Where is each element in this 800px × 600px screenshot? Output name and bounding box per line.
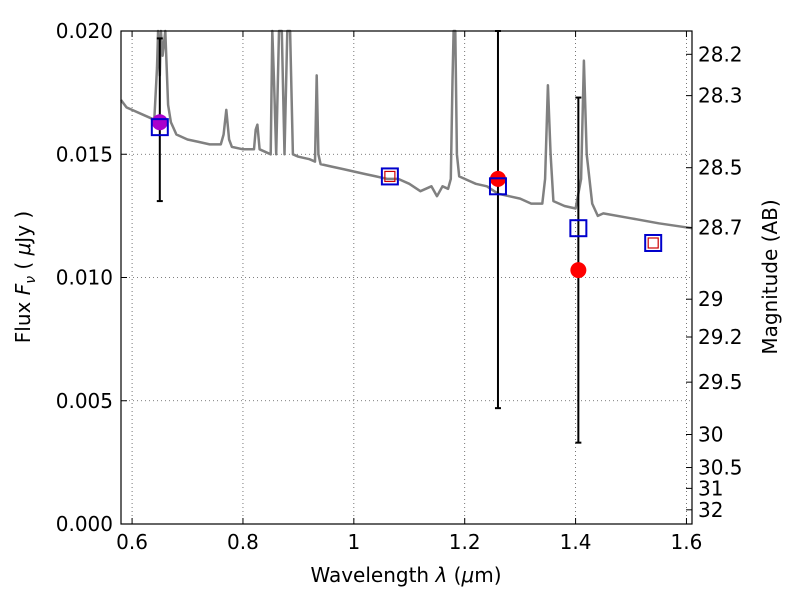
x-axis-title-part: ( [447,563,461,587]
observed-point [151,114,168,131]
right-tick-label: 29.5 [698,370,743,394]
model-square [488,177,507,196]
y-axis-title-symbol: μ [11,243,35,257]
y-axis-title-subscript: ν [23,276,39,284]
y-tick-label: 0.000 [56,512,113,536]
right-tick-label: 32 [698,498,723,522]
y-tick-label: 0.020 [56,19,113,43]
template-spectrum-line [119,29,693,230]
x-tick-label: 1.4 [560,530,592,554]
x-axis-title: Wavelength λ (μm) [310,563,501,587]
y-tick-label: 0.005 [56,389,113,413]
y-axis-title-part: Flux [11,295,35,343]
model-square [380,167,399,186]
right-tick-label: 31 [698,476,723,500]
x-tick-label: 1 [347,530,360,554]
x-tick-label: 0.6 [116,530,148,554]
model-square [150,118,169,137]
right-tick-label: 30.5 [698,456,743,480]
y-axis-title-symbol: F [11,283,35,295]
tick-labels: 0.6 0.8 1 1.2 1.4 1.6 0.000 0.005 0.010 0.015 0.02… [56,19,743,554]
y-tick-label: 0.010 [56,266,113,290]
x-axis-title-part: Wavelength [310,563,435,587]
y-axis-title-part: Jy ) [11,211,35,245]
y-axis-title-part: ( [11,255,35,276]
right-tick-label: 28.2 [698,42,743,66]
x-tick-label: 0.8 [227,530,259,554]
observed-point [570,262,587,279]
right-tick-label: 28.3 [698,84,743,108]
model-square [569,219,588,238]
model-inner-square [647,237,659,249]
x-axis-title-part: m) [474,563,501,587]
axis-ticks [121,30,692,525]
model-inner-square [384,170,396,183]
y-tick-label: 0.015 [56,142,113,166]
x-tick-label: 1.6 [671,530,703,554]
x-axis-title-symbol: μ [460,563,474,587]
template-spectrum [119,29,693,230]
right-axis-title: Magnitude (AB) [758,199,782,354]
right-tick-label: 28.7 [698,216,743,240]
model-square [644,233,663,252]
right-tick-label: 29 [698,287,723,311]
right-tick-label: 28.5 [698,156,743,180]
right-tick-label: 29.2 [698,325,743,349]
x-tick-label: 1.2 [449,530,481,554]
right-tick-label: 30 [698,423,723,447]
y-axis-title: Flux Fν ( μJy ) [11,211,39,343]
model-points [150,118,663,252]
x-axis-title-symbol: λ [434,563,447,587]
